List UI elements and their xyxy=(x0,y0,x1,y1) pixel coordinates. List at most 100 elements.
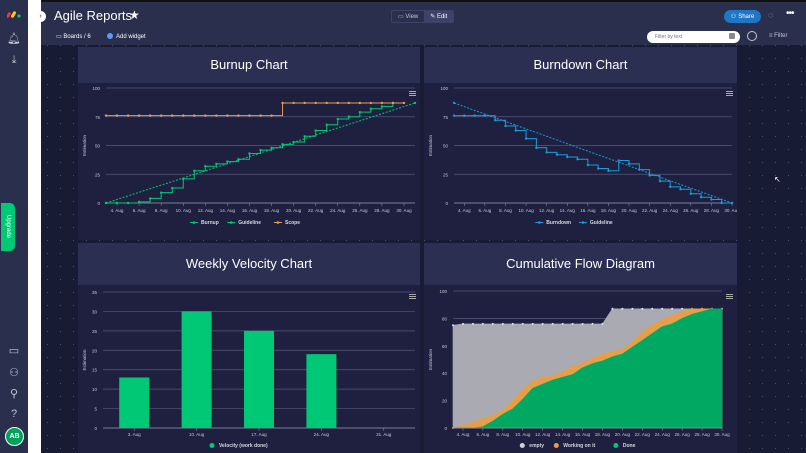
y-tick-label: 25 xyxy=(95,172,101,177)
data-point xyxy=(535,146,538,149)
inbox-icon[interactable]: ⤓ xyxy=(11,54,17,66)
boards-label: Boards / 6 xyxy=(63,34,91,40)
calendar-icon[interactable]: ▭ xyxy=(8,345,20,357)
series-line-guideline xyxy=(105,102,416,204)
y-tick-label: 100 xyxy=(439,289,447,294)
x-tick-label: 4. Aug xyxy=(458,208,471,213)
data-point xyxy=(471,421,474,424)
star-icon[interactable]: ★ xyxy=(129,8,140,22)
more-icon[interactable]: ••• xyxy=(786,8,794,19)
add-widget-button[interactable]: Add widget xyxy=(107,33,146,40)
data-point xyxy=(369,107,373,110)
data-point xyxy=(413,101,417,105)
x-tick-label: 22. Aug xyxy=(642,208,658,213)
data-point xyxy=(561,370,564,373)
chat-icon[interactable]: ◌ xyxy=(768,10,774,20)
legend-marker xyxy=(613,443,619,448)
data-point xyxy=(358,110,362,114)
data-point xyxy=(325,123,328,126)
chart-menu-icon[interactable] xyxy=(726,91,733,96)
data-point xyxy=(159,114,163,117)
x-tick-label: 31. Aug xyxy=(376,432,392,437)
filter-settings-icon[interactable] xyxy=(729,33,735,39)
data-point xyxy=(514,129,517,132)
data-point xyxy=(521,388,524,391)
legend-item: Scope xyxy=(285,220,300,226)
data-point xyxy=(281,101,284,105)
data-point xyxy=(521,322,524,325)
data-point xyxy=(566,155,569,159)
data-point xyxy=(159,191,163,194)
x-tick-label: 10. Aug xyxy=(518,208,534,213)
x-tick-label: 30. Aug xyxy=(396,208,412,213)
data-point xyxy=(720,201,723,205)
data-point xyxy=(681,307,684,310)
data-point xyxy=(391,101,395,105)
data-point xyxy=(148,114,152,117)
board-icon: ▭ xyxy=(56,34,64,40)
data-point xyxy=(571,365,574,368)
page-title: Agile Reports xyxy=(54,8,133,23)
share-button[interactable]: ⚇ Share xyxy=(724,10,761,23)
data-point xyxy=(259,114,262,117)
data-point xyxy=(259,148,262,152)
data-point xyxy=(281,143,284,146)
chart-menu-icon[interactable] xyxy=(726,294,733,299)
monday-logo[interactable] xyxy=(7,10,21,18)
x-tick-label: 14. Aug xyxy=(555,432,571,437)
view-label: View xyxy=(405,14,419,20)
widget-title: Burndown Chart xyxy=(424,47,737,83)
data-point xyxy=(204,165,207,168)
legend-marker-dot xyxy=(538,221,541,224)
add-widget-label: Add widget xyxy=(116,34,146,40)
data-point xyxy=(226,114,229,117)
expand-chevron-icon[interactable]: › xyxy=(35,11,46,22)
data-point xyxy=(104,201,108,205)
chart-menu-icon[interactable] xyxy=(409,294,416,299)
x-tick-label: 22. Aug xyxy=(308,208,324,213)
legend-item: Guideline xyxy=(238,220,261,226)
data-point xyxy=(215,114,218,117)
data-point xyxy=(691,307,694,310)
share-label: Share xyxy=(738,13,755,20)
data-point xyxy=(347,115,350,118)
data-point xyxy=(126,201,130,205)
x-tick-label: 18. Aug xyxy=(264,208,280,213)
chart-menu-icon[interactable] xyxy=(409,91,416,96)
person-filter-icon[interactable] xyxy=(747,31,757,41)
data-point xyxy=(541,322,544,325)
x-tick-label: 3. Aug xyxy=(128,432,141,437)
data-point xyxy=(551,322,554,325)
bell-icon[interactable]: 🔔︎ xyxy=(7,33,21,45)
burnup-chart-widget: Burnup Chart 0 25 50 75 100 Estimation 4. Aug 6… xyxy=(78,47,420,240)
x-tick-label: 30. Aug xyxy=(714,432,730,437)
help-icon[interactable]: ? xyxy=(10,408,18,420)
search-icon[interactable]: ⚲ xyxy=(9,388,19,400)
series-line-scope xyxy=(106,102,404,117)
data-point xyxy=(126,114,130,117)
y-tick-label: 60 xyxy=(442,344,448,349)
bar xyxy=(181,311,212,428)
data-point xyxy=(627,162,631,166)
y-tick-label: 0 xyxy=(444,426,447,431)
y-tick-label: 10 xyxy=(92,387,98,392)
data-point xyxy=(601,353,604,356)
data-point xyxy=(215,162,218,166)
y-tick-label: 50 xyxy=(95,144,101,149)
boards-button[interactable]: ▭ Boards / 6 xyxy=(56,33,91,40)
y-tick-label: 100 xyxy=(92,86,100,91)
invite-user-icon[interactable]: ⚇ xyxy=(9,367,19,379)
view-button[interactable]: ▭ View xyxy=(392,11,424,22)
x-tick-label: 16. Aug xyxy=(575,432,591,437)
filter-button[interactable]: ≡ Filter xyxy=(769,33,788,39)
data-point xyxy=(452,101,456,105)
data-point xyxy=(661,318,664,321)
edit-button[interactable]: ✎ Edit xyxy=(424,11,454,22)
filter-input[interactable] xyxy=(647,31,740,43)
y-tick-label: 100 xyxy=(440,86,448,91)
y-axis-label: Estimation xyxy=(428,135,433,157)
avatar[interactable]: AB xyxy=(5,427,24,446)
upgrade-button[interactable]: Upgrade xyxy=(1,203,15,251)
x-tick-label: 30. Aug xyxy=(724,208,737,213)
y-axis-label: Estimation xyxy=(428,349,433,371)
